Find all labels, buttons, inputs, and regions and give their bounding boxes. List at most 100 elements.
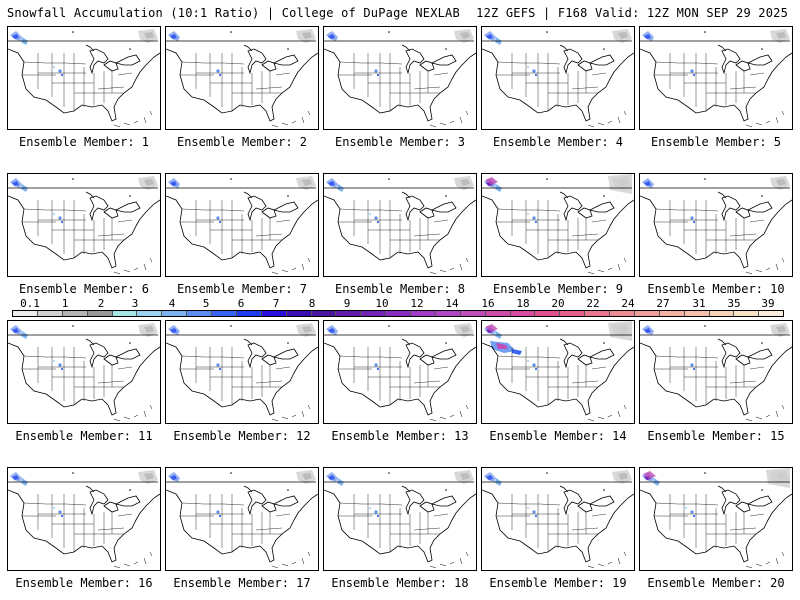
us-map	[8, 176, 160, 275]
colorbar-tick: 6	[237, 297, 245, 310]
ensemble-member-map	[7, 467, 161, 571]
colorbar-tick: 39	[761, 297, 775, 310]
ensemble-member-label: Ensemble Member: 10	[647, 282, 785, 296]
colorbar-tick: 27	[656, 297, 670, 310]
ensemble-member-map	[323, 26, 477, 130]
ensemble-member-label: Ensemble Member: 19	[489, 576, 627, 590]
ensemble-member-map	[481, 26, 635, 130]
colorbar-swatch	[560, 311, 586, 316]
ensemble-member-map	[165, 173, 319, 277]
colorbar-tick: 8	[308, 297, 316, 310]
ensemble-member-label: Ensemble Member: 12	[173, 429, 311, 443]
ensemble-member-map	[7, 173, 161, 277]
us-map	[166, 323, 318, 422]
colorbar-swatch	[236, 311, 262, 316]
ensemble-member-label: Ensemble Member: 1	[18, 135, 150, 149]
ensemble-member-map	[639, 320, 793, 424]
colorbar-swatch	[62, 311, 88, 316]
ensemble-member-map	[165, 26, 319, 130]
ensemble-member-map	[481, 320, 635, 424]
colorbar-tick: 4	[168, 297, 176, 310]
colorbar-tick: 31	[692, 297, 706, 310]
colorbar-swatch	[361, 311, 387, 316]
colorbar-swatch	[634, 311, 660, 316]
ensemble-member-map	[639, 26, 793, 130]
ensemble-member-label: Ensemble Member: 13	[331, 429, 469, 443]
colorbar-swatch	[411, 311, 436, 316]
ensemble-member-label: Ensemble Member: 15	[647, 429, 785, 443]
colorbar-swatch	[336, 311, 362, 316]
colorbar-swatch	[37, 311, 63, 316]
ensemble-member-label: Ensemble Member: 2	[176, 135, 308, 149]
us-map	[640, 176, 792, 275]
colorbar-swatch	[485, 311, 511, 316]
ensemble-member-label: Ensemble Member: 3	[334, 135, 466, 149]
colorbar-swatch	[585, 311, 610, 316]
colorbar-tick: 0.1	[20, 297, 40, 310]
ensemble-member-map	[165, 320, 319, 424]
snowfall-shading	[168, 176, 316, 224]
us-map	[324, 323, 476, 422]
ensemble-member-label: Ensemble Member: 20	[647, 576, 785, 590]
ensemble-member-map	[165, 467, 319, 571]
snowfall-shading	[484, 321, 632, 371]
ensemble-member-map	[481, 173, 635, 277]
snowfall-shading	[168, 323, 316, 371]
ensemble-member-label: Ensemble Member: 5	[650, 135, 782, 149]
ensemble-member-label: Ensemble Member: 17	[173, 576, 311, 590]
colorbar-swatch	[510, 311, 536, 316]
colorbar-tick: 18	[516, 297, 530, 310]
ensemble-member-label: Ensemble Member: 16	[15, 576, 153, 590]
snowfall-shading	[484, 470, 632, 518]
colorbar-swatch	[187, 311, 212, 316]
colorbar-tick: 3	[131, 297, 139, 310]
ensemble-member-label: Ensemble Member: 14	[489, 429, 627, 443]
us-map	[482, 174, 634, 275]
snowfall-shading	[484, 174, 632, 224]
snowfall-shading	[642, 176, 790, 224]
colorbar-tick: 2	[97, 297, 105, 310]
colorbar-tick: 9	[343, 297, 351, 310]
us-map	[8, 470, 160, 569]
ensemble-member-label: Ensemble Member: 4	[492, 135, 624, 149]
ensemble-member-map	[323, 320, 477, 424]
ensemble-member-map	[7, 26, 161, 130]
ensemble-member-map	[323, 173, 477, 277]
ensemble-member-label: Ensemble Member: 9	[492, 282, 624, 296]
us-map	[8, 323, 160, 422]
ensemble-member-label: Ensemble Member: 6	[18, 282, 150, 296]
colorbar-swatch	[212, 311, 237, 316]
colorbar-tick: 20	[551, 297, 565, 310]
us-map	[8, 29, 160, 128]
colorbar-swatch	[311, 311, 337, 316]
ensemble-member-map	[323, 467, 477, 571]
colorbar-swatch	[112, 311, 138, 316]
chart-title: Snowfall Accumulation (10:1 Ratio) | Col…	[7, 6, 460, 20]
colorbar-swatch	[684, 311, 710, 316]
ensemble-member-map	[639, 467, 793, 571]
snowfall-shading	[642, 29, 790, 77]
ensemble-member-label: Ensemble Member: 18	[331, 576, 469, 590]
snowfall-shading	[326, 176, 474, 224]
colorbar-tick: 10	[375, 297, 389, 310]
snowfall-shading	[10, 176, 158, 224]
colorbar-tick: 1	[61, 297, 69, 310]
ensemble-member-label: Ensemble Member: 7	[176, 282, 308, 296]
snowfall-shading	[326, 323, 474, 371]
colorbar-swatch	[137, 311, 163, 316]
colorbar-swatch	[535, 311, 561, 316]
colorbar-tick: 35	[727, 297, 741, 310]
us-map	[166, 176, 318, 275]
us-map	[640, 29, 792, 128]
ensemble-member-label: Ensemble Member: 11	[15, 429, 153, 443]
colorbar-swatch	[759, 311, 784, 316]
colorbar-swatch	[709, 311, 735, 316]
colorbar-tick: 12	[410, 297, 424, 310]
colorbar-tick: 5	[202, 297, 210, 310]
us-map	[482, 321, 634, 422]
us-map	[640, 468, 792, 569]
colorbar-swatch	[261, 311, 287, 316]
colorbar-tick: 22	[586, 297, 600, 310]
snowfall-shading	[168, 470, 316, 518]
us-map	[166, 470, 318, 569]
